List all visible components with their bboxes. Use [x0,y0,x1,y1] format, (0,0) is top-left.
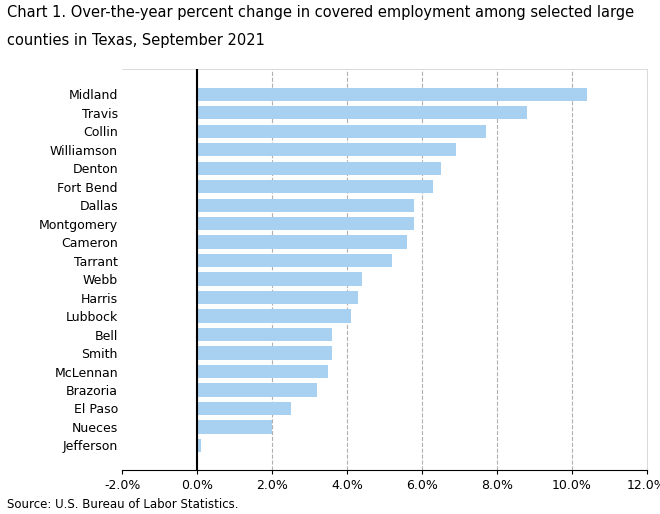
Bar [197,198,414,212]
Bar [197,254,392,267]
Bar [197,420,272,434]
Bar [197,124,486,138]
Text: Chart 1. Over-the-year percent change in covered employment among selected large: Chart 1. Over-the-year percent change in… [7,5,634,20]
Bar [197,143,455,156]
Bar [197,161,441,175]
Bar [197,235,407,249]
Bar [197,291,358,304]
Text: counties in Texas, September 2021: counties in Texas, September 2021 [7,33,265,48]
Bar [197,346,332,360]
Bar [197,106,527,119]
Bar [197,365,328,378]
Bar [197,439,201,452]
Bar [197,217,414,230]
Bar [197,328,332,341]
Bar [197,180,433,193]
Bar [197,309,350,323]
Text: Source: U.S. Bureau of Labor Statistics.: Source: U.S. Bureau of Labor Statistics. [7,499,238,511]
Bar [197,402,291,415]
Bar [197,87,587,101]
Bar [197,383,317,397]
Bar [197,272,362,286]
